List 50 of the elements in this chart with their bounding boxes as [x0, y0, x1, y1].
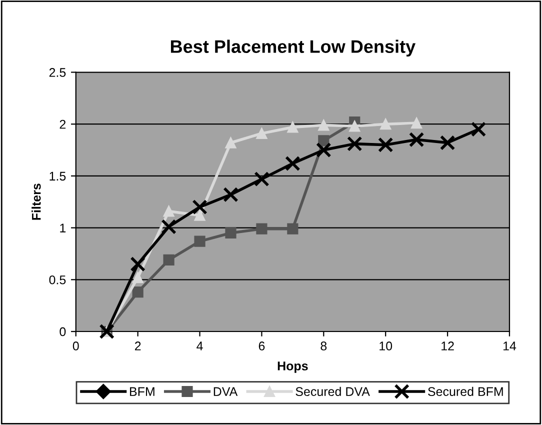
point: [470, 122, 486, 137]
y-tick-label: 2: [60, 120, 66, 129]
chart-title: Best Placement Low Density: [170, 40, 416, 57]
point: [349, 120, 360, 132]
point: [318, 135, 330, 146]
point: [225, 137, 236, 148]
x-tick-label: 0: [72, 342, 79, 350]
x-tick-label: 8: [320, 342, 327, 350]
x-tick-label: 2: [134, 342, 141, 350]
y-tick-label: 0: [60, 327, 66, 336]
legend-label: BFM: [130, 387, 154, 396]
point: [411, 118, 422, 129]
y-axis-title: Filters: [32, 184, 41, 220]
point: [316, 142, 332, 158]
x-axis-title: Hops: [278, 362, 308, 373]
point: [285, 156, 300, 172]
point: [254, 171, 270, 187]
point: [132, 286, 144, 298]
point: [132, 272, 144, 284]
y-tick-label: 1.5: [50, 172, 66, 181]
point: [256, 223, 268, 234]
point: [256, 128, 268, 139]
point: [378, 137, 394, 152]
x-tick-label: 4: [196, 342, 203, 350]
y-tick-label: 0.5: [49, 275, 66, 284]
point: [161, 219, 176, 234]
point: [130, 256, 146, 272]
x-tick-label: 6: [258, 342, 265, 350]
point: [163, 254, 174, 266]
point: [163, 206, 174, 217]
x-tick-label: 12: [442, 342, 454, 350]
point: [287, 122, 298, 133]
legend-label: Secured DVA: [296, 386, 370, 396]
point: [318, 120, 330, 131]
point: [223, 186, 238, 202]
point: [287, 223, 298, 234]
x-tick-label: 14: [503, 342, 516, 350]
point: [346, 136, 362, 152]
legend-label: DVA: [214, 387, 238, 396]
point: [194, 210, 206, 221]
point: [380, 118, 392, 130]
x-tick-label: 10: [380, 342, 392, 350]
point: [408, 132, 424, 148]
point: [225, 227, 236, 239]
point: [194, 236, 206, 247]
y-tick-label: 1: [60, 224, 66, 232]
legend-label: Secured BFM: [428, 386, 503, 396]
point: [440, 135, 456, 150]
y-tick-label: 2.5: [49, 68, 66, 77]
point: [192, 199, 208, 215]
